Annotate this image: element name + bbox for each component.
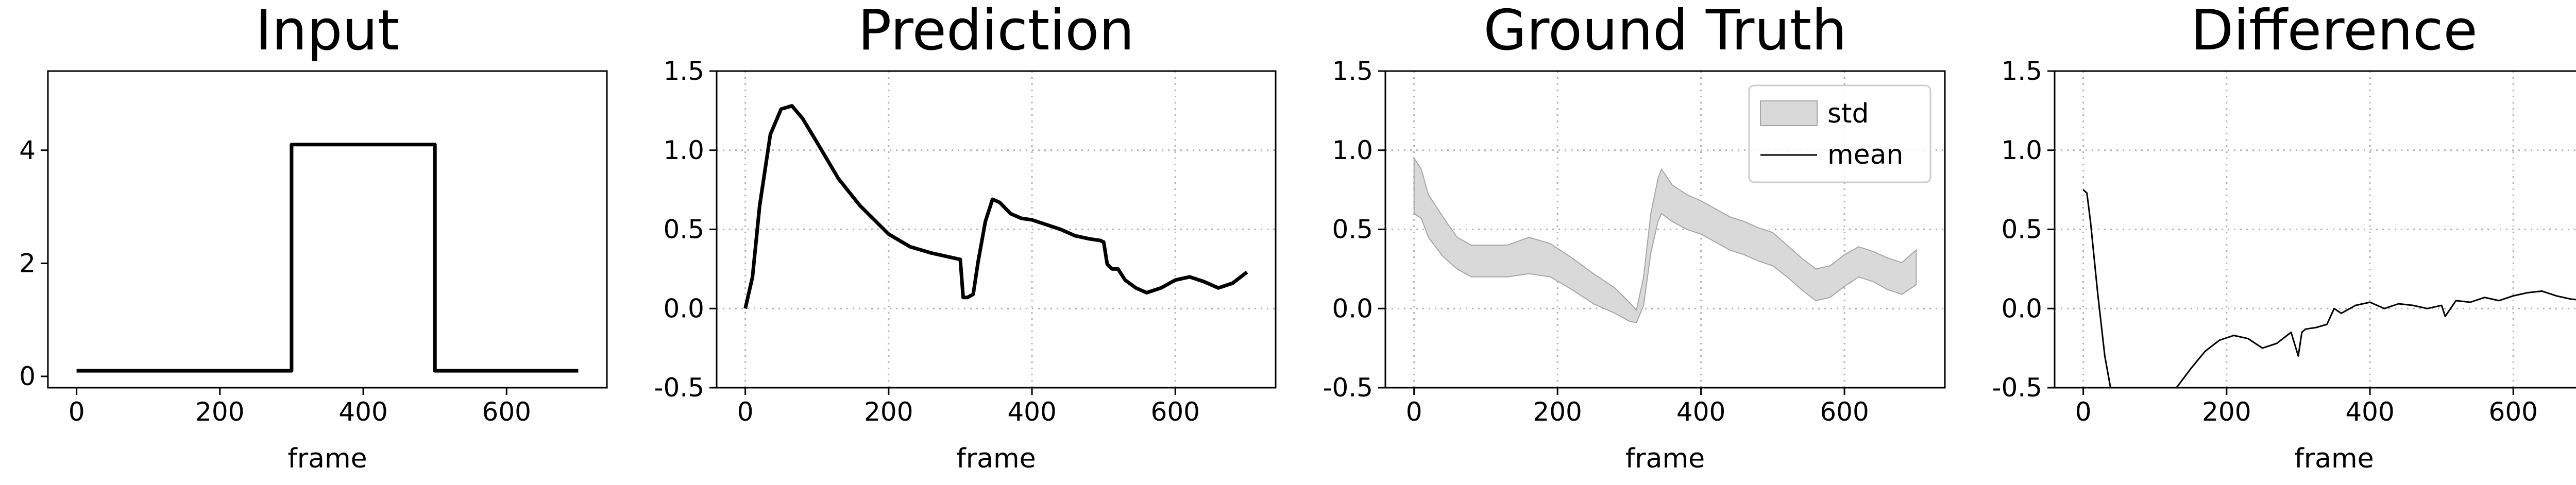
- y-tick-label: 0.0: [663, 293, 704, 323]
- x-tick-label: 200: [1533, 397, 1582, 427]
- chart-title: Input: [256, 0, 400, 63]
- x-tick-label: 600: [482, 397, 531, 427]
- x-tick-label: 400: [2345, 397, 2394, 427]
- x-axis-label: frame: [956, 443, 1036, 474]
- y-tick-label: 0.5: [2001, 215, 2042, 245]
- y-tick-label: 1.0: [663, 135, 704, 165]
- y-tick-label: 1.5: [2001, 56, 2042, 86]
- chart-title: Difference: [2191, 0, 2478, 63]
- x-tick-label: 400: [1676, 397, 1725, 427]
- plot-area: [76, 143, 579, 373]
- x-tick-label: 400: [338, 397, 387, 427]
- x-axis-label: frame: [2294, 443, 2374, 474]
- legend-std-swatch: [1760, 100, 1818, 126]
- panel-3: 0 200 400 600 -0.5 0.0 0.5 1.0 1.5 Difference fram…: [1992, 0, 2576, 474]
- x-tick-label: 0: [2075, 397, 2092, 427]
- legend-label-std: std: [1827, 98, 1869, 129]
- x-tick-label: 0: [69, 397, 85, 427]
- x-tick-label: 0: [737, 397, 754, 427]
- x-tick-label: 200: [2202, 397, 2251, 427]
- y-tick-label: 2: [19, 248, 36, 278]
- legend-label-mean: mean: [1827, 140, 1903, 170]
- legend: std mean: [1748, 84, 1931, 183]
- x-tick-label: 200: [864, 397, 913, 427]
- series-line: [2176, 290, 2576, 388]
- x-tick-label: 600: [1820, 397, 1869, 427]
- y-tick-label: 0.5: [1332, 215, 1373, 245]
- series-line: [743, 104, 1248, 309]
- y-tick-label: 0.0: [1332, 293, 1373, 323]
- x-tick-label: 600: [2489, 397, 2538, 427]
- y-tick-label: 0.0: [2001, 293, 2042, 323]
- y-tick-label: 0: [19, 361, 36, 391]
- std-band: [1413, 156, 1917, 324]
- y-tick-label: 1.0: [2001, 135, 2042, 165]
- axes-frame: [47, 70, 608, 389]
- y-tick-label: 1.5: [663, 56, 704, 86]
- y-tick-label: -0.5: [1323, 373, 1373, 403]
- panel-0: 0 200 400 600 0 2 4 Input frame: [19, 0, 608, 474]
- panel-2: 0 200 400 600 -0.5 0.0 0.5 1.0 1.5 Ground Truth fr…: [1323, 0, 1946, 474]
- chart-title: Prediction: [858, 0, 1134, 63]
- chart-title: Ground Truth: [1483, 0, 1846, 63]
- panel-1: 0 200 400 600 -0.5 0.0 0.5 1.0 1.5 Prediction fram…: [654, 0, 1277, 474]
- x-axis-label: frame: [287, 443, 367, 474]
- y-tick-label: -0.5: [1992, 373, 2042, 403]
- series-line: [76, 143, 579, 373]
- y-tick-label: 1.0: [1332, 135, 1373, 165]
- y-tick-label: -0.5: [654, 373, 704, 403]
- x-axis-label: frame: [1625, 443, 1705, 474]
- y-tick-label: 1.5: [1332, 56, 1373, 86]
- series-line: [2082, 189, 2111, 388]
- plot-area: [2082, 189, 2576, 388]
- plot-area: [743, 104, 1248, 309]
- x-tick-label: 400: [1007, 397, 1056, 427]
- plot-area: [1413, 156, 1917, 324]
- y-tick-label: 4: [19, 135, 36, 165]
- x-tick-label: 200: [195, 397, 244, 427]
- y-tick-label: 0.5: [663, 215, 704, 245]
- x-tick-label: 0: [1406, 397, 1422, 427]
- x-tick-label: 600: [1151, 397, 1200, 427]
